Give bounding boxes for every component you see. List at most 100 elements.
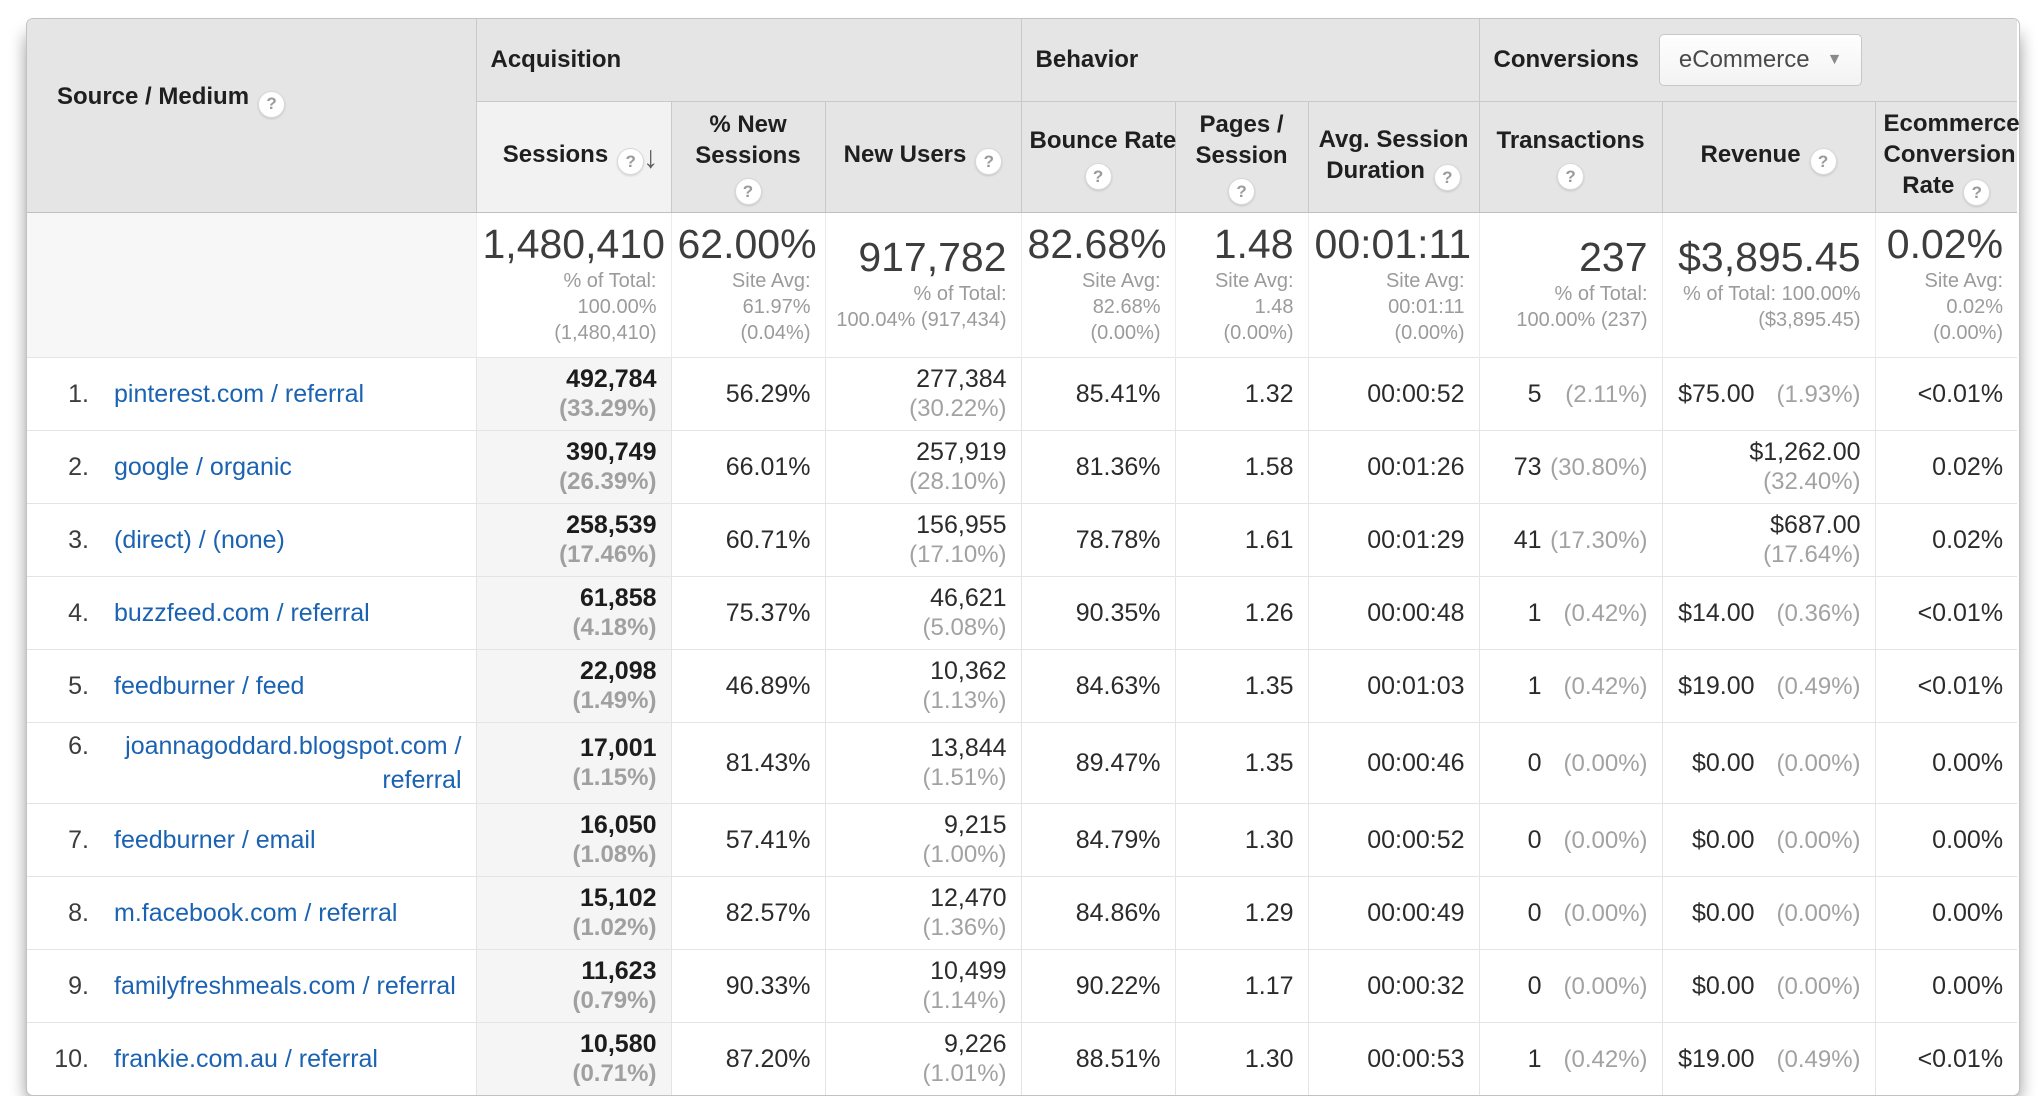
sessions-cell: 11,623(0.79%) [475,949,671,1023]
revenue-cell: $687.00(17.64%) [1661,503,1876,577]
ecommerce-conversion-rate-value: 0.00% [1932,898,2004,927]
source-medium-link[interactable]: joannagoddard.blogspot.com / referral [125,732,462,794]
source-medium-link[interactable]: (direct) / (none) [114,526,285,554]
totals-sub: Site Avg: [1924,270,2004,292]
sessions-cell: 258,539(17.46%) [475,503,671,577]
column-header-new-users[interactable]: New Users? [824,101,1022,213]
revenue-percent: (0.49%) [1776,1045,1861,1073]
sessions-cell: 16,050(1.08%) [475,803,671,877]
totals-sub: 61.97% [742,296,811,318]
column-header-source-medium[interactable]: Source / Medium? [27,19,477,213]
totals-value: 00:01:11 [1314,221,1472,267]
transactions-value: 41 [1513,525,1542,554]
help-icon[interactable]: ? [734,178,762,205]
help-icon[interactable]: ? [258,90,286,118]
ecommerce-conversion-rate-value: <0.01% [1917,1044,2004,1073]
transactions-percent: (0.00%) [1563,826,1648,854]
transactions-percent: (0.00%) [1563,749,1648,777]
transactions-percent: (0.42%) [1563,1045,1648,1073]
column-header-sessions[interactable]: Sessions? ↓ [475,101,671,213]
revenue-value: $0.00 [1691,748,1755,777]
row-rank: 3. [68,526,89,554]
transactions-cell: 1 (0.42%) [1478,649,1663,723]
new-sessions-value: 82.57% [725,898,811,927]
totals-sub: Site Avg: [1081,270,1161,292]
transactions-percent: (0.42%) [1563,599,1648,627]
pages-session-value: 1.35 [1244,671,1294,700]
revenue-percent: (0.49%) [1776,672,1861,700]
revenue-percent: (1.93%) [1776,380,1861,408]
ecommerce-conversion-rate-cell: 0.00% [1874,803,2018,877]
avg-session-duration-cell: 00:00:48 [1307,576,1480,650]
new-sessions-value: 87.20% [725,1044,811,1073]
ecommerce-conversion-rate-value: 0.02% [1932,525,2004,554]
totals-row-label-cell [27,212,476,358]
source-medium-link[interactable]: buzzfeed.com / referral [114,599,370,627]
pages-session-value: 1.32 [1244,379,1294,408]
transactions-percent: (30.80%) [1550,453,1648,481]
totals-sub: (0.00%) [1394,322,1465,344]
pages-session-cell: 1.35 [1174,722,1309,804]
column-header-avg-session-duration[interactable]: Avg. Session Duration? [1307,101,1480,213]
totals-sub: ($3,895.45) [1758,309,1861,331]
bounce-rate-value: 84.79% [1075,825,1161,854]
conversions-type-dropdown[interactable]: eCommerce ▼ [1658,34,1863,86]
column-header-pages-session[interactable]: Pages / Session ? [1174,101,1309,213]
source-medium-link[interactable]: m.facebook.com / referral [114,899,398,927]
revenue-cell: $19.00 (0.49%) [1661,1022,1876,1095]
sessions-cell: 22,098(1.49%) [475,649,671,723]
new-users-percent: (1.14%) [922,987,1007,1014]
transactions-cell: 0 (0.00%) [1478,803,1663,877]
new-users-label: New Users [843,141,967,168]
sessions-cell: 17,001(1.15%) [475,722,671,804]
help-icon[interactable]: ? [1963,179,1991,206]
source-medium-cell: 4. buzzfeed.com / referral [27,576,476,650]
revenue-value: $687.00 [1770,511,1861,539]
help-icon[interactable]: ? [1809,148,1837,175]
pages-session-value: 1.30 [1244,825,1294,854]
column-header-transactions[interactable]: Transactions ? [1478,101,1663,213]
transactions-cell: 0 (0.00%) [1478,876,1663,950]
totals-value: 237 [1579,234,1648,280]
table-row: 6. joannagoddard.blogspot.com / referral… [27,722,2018,804]
bounce-rate-value: 88.51% [1075,1044,1161,1073]
source-medium-link[interactable]: pinterest.com / referral [114,380,365,408]
sessions-percent: (1.02%) [572,914,657,941]
help-icon[interactable]: ? [1557,162,1585,190]
source-medium-link[interactable]: feedburner / feed [114,672,305,700]
column-header-revenue[interactable]: Revenue? [1661,101,1876,213]
revenue-value: $14.00 [1678,598,1755,627]
new-users-cell: 156,955(17.10%) [824,503,1022,577]
source-medium-link[interactable]: feedburner / email [114,826,316,854]
source-medium-link[interactable]: google / organic [114,453,292,481]
help-icon[interactable]: ? [617,148,645,175]
new-users-percent: (5.08%) [922,614,1007,641]
help-icon[interactable]: ? [1084,162,1112,190]
help-icon[interactable]: ? [975,148,1003,175]
totals-sub: (0.00%) [1223,322,1294,344]
new-users-value: 257,919 [916,438,1007,466]
sessions-value: 22,098 [580,657,657,685]
transactions-cell: 41 (17.30%) [1478,503,1663,577]
new-users-cell: 12,470(1.36%) [824,876,1022,950]
help-icon[interactable]: ? [1228,178,1256,205]
source-medium-link[interactable]: familyfreshmeals.com / referral [114,972,456,1000]
bounce-rate-value: 84.86% [1075,898,1161,927]
help-icon[interactable]: ? [1433,163,1461,191]
new-sessions-label: % New Sessions [695,111,801,169]
new-users-cell: 277,384(30.22%) [824,357,1022,431]
sessions-value: 11,623 [581,957,657,985]
column-header-bounce-rate[interactable]: Bounce Rate ? [1020,101,1176,213]
column-header-new-sessions[interactable]: % New Sessions ? [670,101,825,213]
revenue-cell: $0.00 (0.00%) [1661,722,1876,804]
source-medium-cell: 3. (direct) / (none) [27,503,476,577]
totals-sub: 00:01:11 [1388,296,1465,318]
source-medium-link[interactable]: frankie.com.au / referral [114,1045,378,1073]
ecommerce-conversion-rate-value: <0.01% [1917,598,2004,627]
new-users-value: 13,844 [930,734,1007,762]
bounce-rate-value: 89.47% [1075,748,1161,777]
column-header-ecommerce-conversion-rate[interactable]: Ecommerce Conversion Rate? [1874,101,2019,213]
table-row: 4. buzzfeed.com / referral 61,858(4.18%)… [27,576,2018,650]
analytics-table-frame: Source / Medium? Acquisition Behavior Co… [26,18,2020,1096]
row-rank: 5. [68,672,89,700]
